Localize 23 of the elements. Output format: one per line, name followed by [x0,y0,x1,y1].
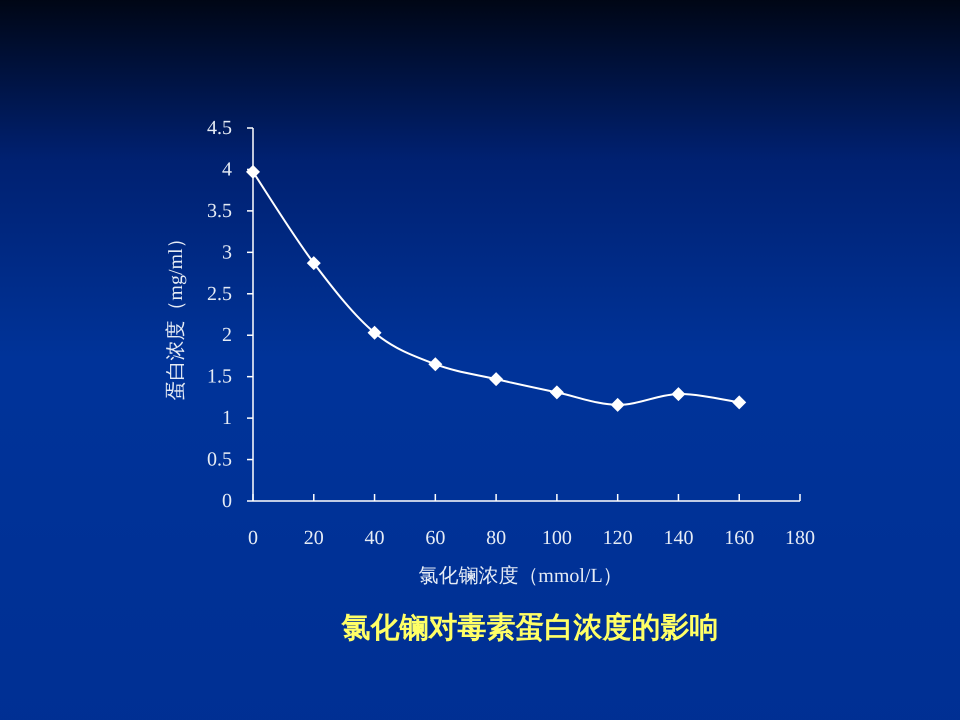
x-tick-label: 60 [425,527,446,549]
y-axis-title: 蛋白浓度（mg/ml） [165,228,187,401]
x-axis-title: 氯化镧浓度（mmol/L） [418,565,623,587]
y-tick-label: 2 [222,324,232,346]
y-tick-label: 0 [222,490,232,512]
y-tick-label: 2.5 [207,282,232,305]
y-tick-label: 1 [222,407,232,430]
y-tick-label: 4.5 [207,117,232,139]
x-tick-label: 160 [724,527,754,549]
y-tick-label: 0.5 [207,448,232,471]
title: 氯化镧对毒素蛋白浓度的影响 [342,612,718,644]
x-tick-label: 180 [785,527,815,549]
x-tick-label: 140 [663,527,694,549]
y-tick-label: 3.5 [207,200,232,222]
y-tick-label: 4 [222,158,232,180]
x-tick-label: 20 [304,527,324,549]
x-tick-label: 120 [602,527,633,549]
y-tick-label: 1.5 [207,366,232,388]
x-tick-label: 40 [364,527,385,549]
x-tick-label: 80 [486,527,506,549]
x-tick-label: 100 [542,527,572,549]
x-tick-label: 0 [248,527,258,549]
y-tick-label: 3 [222,241,232,264]
